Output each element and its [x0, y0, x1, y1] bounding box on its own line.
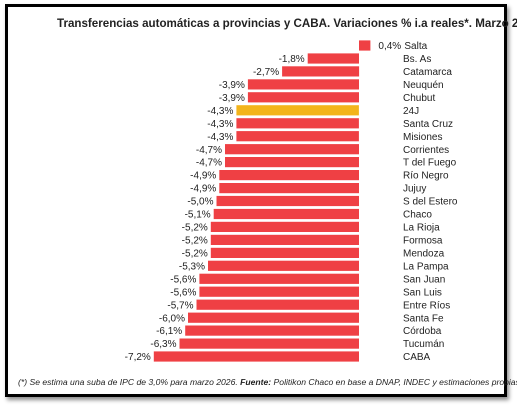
value-label: -5,0% [187, 197, 213, 208]
bar-neuquén [247, 79, 359, 90]
category-label: Mendoza [403, 249, 445, 260]
value-label: -5,2% [182, 236, 208, 247]
value-label: -4,3% [207, 106, 233, 117]
value-label: -5,3% [179, 261, 205, 272]
bar-río-negro [219, 170, 359, 181]
category-label: Santa Fe [403, 313, 444, 324]
bar-t-del-fuego [225, 157, 359, 168]
value-label: -6,0% [159, 313, 185, 324]
category-label: La Pampa [403, 261, 449, 272]
bar-tucumán [179, 338, 359, 349]
category-label: Entre Ríos [403, 300, 450, 311]
bar-s-del-estero [216, 195, 359, 207]
footnote-source-label: Fuente: [240, 377, 272, 387]
bar-santa-cruz [236, 118, 359, 129]
bar-24j [236, 105, 359, 116]
category-label: Chaco [403, 210, 432, 221]
bar-córdoba [185, 325, 359, 336]
category-label: S del Estero [403, 197, 458, 208]
bar-entre-ríos [196, 299, 359, 310]
value-label: -4,3% [207, 119, 233, 130]
bar-san-luis [199, 286, 359, 297]
bar-mendoza [210, 247, 359, 258]
value-label: -5,2% [182, 249, 208, 260]
category-label: Bs. As [403, 54, 431, 65]
category-label: Tucumán [403, 339, 444, 350]
category-label: Santa Cruz [403, 119, 453, 130]
category-label: San Juan [403, 274, 445, 285]
value-label: -7,2% [125, 352, 151, 363]
category-label: Chubut [403, 93, 435, 104]
value-label: -3,9% [219, 80, 245, 91]
value-label: -5,1% [185, 210, 211, 221]
bar-jujuy [219, 183, 359, 194]
value-label: -5,2% [182, 223, 208, 234]
bar-la-rioja [210, 221, 359, 232]
bar-misiones [236, 131, 359, 142]
bar-chaco [213, 208, 359, 220]
bar-bs-as [307, 53, 359, 64]
bar-formosa [210, 234, 359, 245]
value-label: -4,7% [196, 158, 222, 169]
category-label: Formosa [403, 236, 443, 247]
category-label: Neuquén [403, 80, 444, 91]
category-label: 24J [403, 106, 419, 117]
bar-la-pampa [208, 260, 359, 271]
value-label: -5,7% [167, 300, 193, 311]
bar-salta [359, 40, 371, 51]
bar-san-juan [199, 273, 359, 284]
category-label: La Rioja [403, 223, 440, 234]
value-label: -4,7% [196, 145, 222, 156]
category-label: Jujuy [403, 184, 426, 195]
bar-chubut [247, 92, 359, 103]
value-label: -5,6% [170, 287, 196, 298]
bar-catamarca [282, 66, 360, 77]
footnote-source-text: Politikon Chaco en base a DNAP, INDEC y … [271, 377, 517, 387]
category-label: Catamarca [403, 67, 452, 78]
value-label: -5,6% [170, 274, 196, 285]
chart-title: Transferencias automáticas a provincias … [57, 17, 517, 30]
value-label: -1,8% [279, 54, 305, 65]
value-label: -6,1% [156, 326, 182, 337]
category-label: Córdoba [403, 326, 442, 337]
value-label: -3,9% [219, 93, 245, 104]
category-label: Río Negro [403, 171, 449, 182]
category-label: Misiones [403, 132, 442, 143]
value-label: -4,9% [190, 171, 216, 182]
bar-caba [153, 351, 359, 362]
value-label: -4,9% [190, 184, 216, 195]
footnote-note: (*) Se estima una suba de IPC de 3,0% pa… [18, 377, 241, 387]
bar-corrientes [225, 144, 359, 155]
value-label: 0,4% [378, 41, 401, 52]
category-label: Corrientes [403, 145, 449, 156]
category-label: Salta [404, 41, 427, 52]
value-label: -2,7% [253, 67, 279, 78]
bar-santa-fe [188, 312, 359, 323]
footnote: (*) Se estima una suba de IPC de 3,0% pa… [18, 377, 517, 387]
category-label: San Luis [403, 287, 442, 298]
value-label: -4,3% [207, 132, 233, 143]
category-label: CABA [403, 352, 431, 363]
value-label: -6,3% [150, 339, 176, 350]
category-label: T del Fuego [403, 158, 457, 169]
